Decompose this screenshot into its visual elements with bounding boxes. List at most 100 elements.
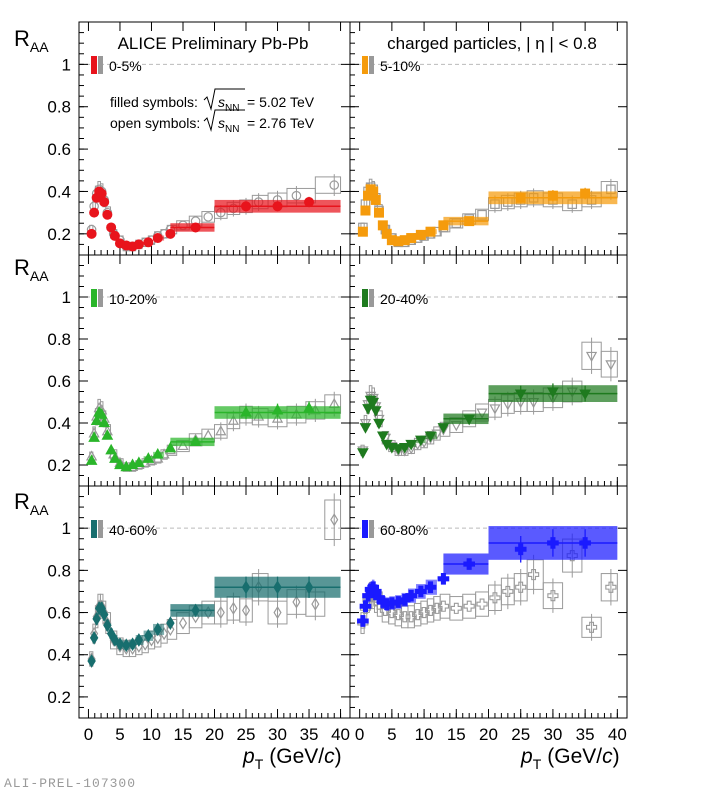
data-point-502 (109, 230, 120, 241)
centrality-color-swatch (91, 56, 97, 74)
data-point-276 (528, 568, 540, 581)
sys-box-276 (600, 350, 618, 378)
x-tick-label: 20 (205, 725, 224, 744)
data-point-276 (273, 605, 282, 620)
normalization-uncertainty-swatch (98, 289, 103, 307)
data-point-502 (405, 439, 418, 451)
data-point-502 (152, 233, 163, 244)
data-point-502 (128, 637, 137, 652)
y-tick-label: 0.8 (47, 98, 71, 117)
x-tick-label: 10 (415, 725, 434, 744)
data-point-502 (99, 607, 109, 622)
data-point-502 (92, 612, 101, 626)
legend-energy-502: = 5.02 TeV (247, 94, 315, 110)
data-point-502 (165, 228, 176, 239)
data-point-276 (585, 351, 598, 363)
panels-layer: 0.2 0.4 0.6 0.8 1 0-5% 5-10% 0.2 0.4 0.6 0.8 1 10-20… (47, 21, 628, 744)
data-point-276 (291, 190, 302, 201)
data-point-502 (106, 222, 117, 233)
data-point-502 (191, 603, 200, 618)
data-point-502 (98, 416, 111, 428)
legend-open-label: open symbols: (110, 115, 200, 131)
data-point-502 (376, 431, 389, 443)
data-point-502 (424, 581, 437, 594)
data-point-502 (85, 454, 98, 465)
centrality-color-swatch (91, 520, 97, 538)
data-point-276 (605, 581, 617, 593)
data-point-502 (369, 406, 382, 417)
data-point-502 (304, 197, 315, 208)
data-point-502 (357, 448, 369, 459)
data-point-502 (143, 237, 154, 248)
x-tick-label: 5 (387, 725, 396, 744)
data-point-502 (370, 194, 381, 205)
x-tick-label: 10 (142, 725, 161, 744)
data-point-276 (153, 631, 162, 645)
centrality-label: 10-20% (109, 291, 157, 307)
data-point-502 (425, 226, 436, 237)
data-point-276 (547, 590, 559, 602)
panel-frame (78, 254, 351, 487)
normalization-uncertainty-swatch (369, 56, 374, 74)
data-point-502 (110, 633, 120, 647)
data-point-276 (311, 597, 320, 611)
data-point-502 (90, 414, 103, 426)
panel-middle-left: 0.2 0.4 0.6 0.8 1 10-20% (47, 254, 351, 487)
data-point-502 (579, 537, 591, 549)
data-point-276 (215, 425, 227, 436)
legend-sqrt-s-502: sNN (218, 94, 239, 114)
data-point-502 (514, 389, 527, 401)
data-point-276 (392, 609, 404, 621)
preliminary-watermark: ALI-PREL-107300 (4, 776, 136, 791)
panel-top-right: 5-10% (349, 21, 628, 256)
x-tick-label: 35 (576, 725, 595, 744)
data-point-502 (464, 216, 475, 227)
data-point-502 (122, 638, 131, 653)
data-point-502 (357, 226, 368, 237)
x-tick-label: 35 (300, 725, 319, 744)
legend-energy-276: = 2.76 TeV (247, 115, 315, 131)
data-point-502 (514, 543, 527, 556)
data-point-502 (304, 580, 314, 595)
x-tick-label: 30 (268, 725, 287, 744)
data-point-276 (605, 360, 617, 371)
data-point-502 (190, 222, 201, 233)
y-tick-label: 0.6 (47, 140, 71, 159)
data-point-276 (330, 513, 339, 527)
y-tick-label: 0.4 (47, 646, 71, 665)
data-point-502 (133, 239, 144, 250)
data-point-502 (164, 441, 177, 453)
sys-box-276 (324, 499, 342, 540)
data-point-502 (547, 190, 558, 201)
y-axis-label-bottom: RAA (14, 489, 49, 518)
sys-box-276 (600, 573, 618, 602)
data-point-502 (105, 443, 117, 455)
centrality-color-swatch (91, 289, 97, 307)
centrality-color-swatch (362, 520, 368, 538)
x-tick-label: 20 (479, 725, 498, 744)
data-point-502 (547, 387, 559, 399)
data-point-276 (463, 600, 475, 612)
data-point-502 (109, 452, 121, 463)
data-point-502 (463, 558, 476, 570)
data-point-502 (241, 580, 251, 595)
centrality-label: 40-60% (109, 522, 157, 538)
data-point-502 (101, 429, 114, 440)
sqrt-sign-icon (203, 109, 245, 132)
data-point-276 (292, 595, 301, 609)
data-point-502 (437, 572, 450, 585)
data-point-502 (392, 444, 405, 455)
data-point-502 (547, 537, 559, 549)
y-axis-label-middle: RAA (14, 255, 49, 284)
data-point-502 (166, 616, 175, 630)
data-point-276 (178, 616, 188, 630)
header-left-title: ALICE Preliminary Pb-Pb (118, 34, 309, 53)
data-point-502 (189, 435, 202, 447)
x-tick-label: 25 (511, 725, 530, 744)
sys-box-276 (526, 559, 544, 590)
x-tick-label: 0 (355, 725, 364, 744)
sys-box-276 (314, 176, 342, 194)
data-point-502 (144, 628, 153, 643)
energy-legend: filled symbols: open symbols: sNN sNN = … (110, 88, 315, 135)
